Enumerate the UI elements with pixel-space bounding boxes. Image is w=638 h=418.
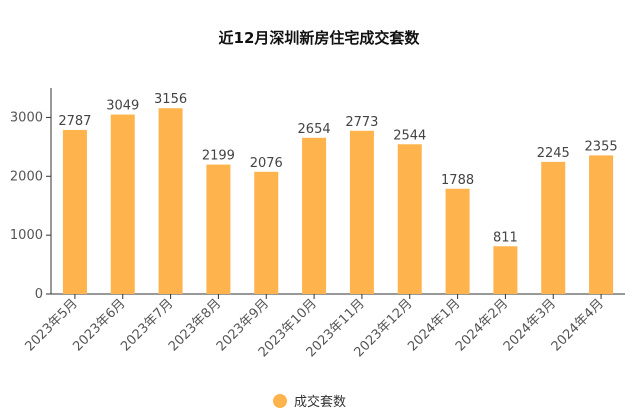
y-axis: 0 1000 2000 3000 xyxy=(10,88,52,302)
bar-value-label: 2076 xyxy=(250,156,283,171)
bar[interactable] xyxy=(206,164,231,294)
bar[interactable] xyxy=(254,171,279,294)
legend-label[interactable]: 成交套数 xyxy=(294,394,346,410)
y-tick-label: 1000 xyxy=(10,228,43,243)
bar[interactable] xyxy=(302,137,327,294)
bar-value-label: 2544 xyxy=(393,128,426,143)
legend-swatch[interactable] xyxy=(273,394,287,408)
y-tick-label: 0 xyxy=(35,287,43,302)
data-labels: 2787 3049 3156 2199 2076 2654 2773 2544 1788 811 2… xyxy=(58,92,617,245)
bar-value-label: 2245 xyxy=(537,146,570,161)
bar[interactable] xyxy=(541,161,566,294)
bar[interactable] xyxy=(589,155,614,294)
x-tick-label: 2024年4月 xyxy=(549,296,607,354)
bar-series xyxy=(62,108,614,294)
bar[interactable] xyxy=(110,114,135,294)
bar[interactable] xyxy=(62,129,87,294)
bar[interactable] xyxy=(397,144,422,294)
bar-value-label: 3049 xyxy=(106,99,139,114)
bar-value-label: 3156 xyxy=(154,92,187,107)
bar[interactable] xyxy=(158,108,183,294)
bar-value-label: 2773 xyxy=(345,115,378,130)
bar-value-label: 2787 xyxy=(58,114,91,129)
bar-value-label: 2355 xyxy=(585,139,618,154)
chart-title: 近12月深圳新房住宅成交套数 xyxy=(219,29,421,47)
bar-value-label: 2199 xyxy=(202,149,235,164)
x-axis: 2023年5月2023年6月2023年7月2023年8月2023年9月2023年… xyxy=(23,293,625,360)
bar-value-label: 2654 xyxy=(298,122,331,137)
bar[interactable] xyxy=(349,130,374,294)
bar[interactable] xyxy=(445,188,470,294)
y-tick-label: 3000 xyxy=(10,110,43,125)
bar[interactable] xyxy=(493,246,518,294)
bar-value-label: 811 xyxy=(493,230,518,245)
bar-value-label: 1788 xyxy=(441,173,474,188)
y-tick-label: 2000 xyxy=(10,169,43,184)
legend[interactable]: 成交套数 xyxy=(273,394,346,410)
